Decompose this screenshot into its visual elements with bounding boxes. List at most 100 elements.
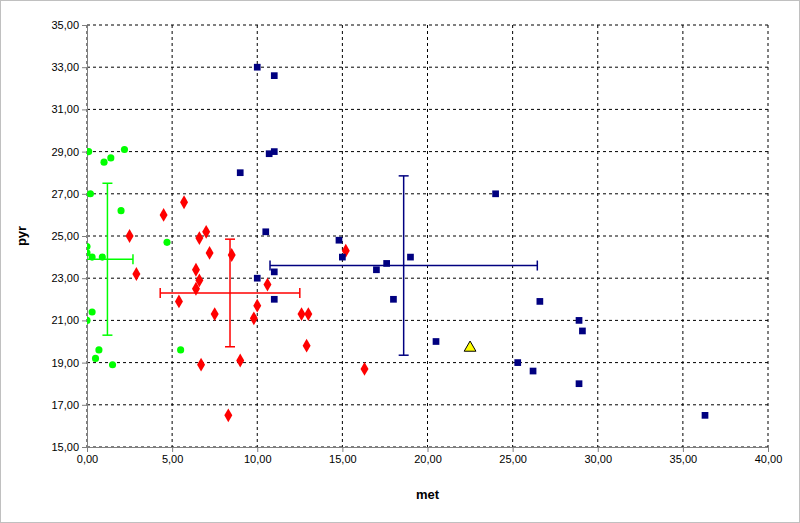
point xyxy=(339,254,346,261)
tick-mark xyxy=(82,25,87,26)
tick: 20,00 xyxy=(414,447,442,465)
tick-label: 27,00 xyxy=(51,188,79,200)
tick-label: 21,00 xyxy=(51,314,79,326)
tick-mark xyxy=(598,447,599,452)
point xyxy=(464,341,476,351)
tick-mark xyxy=(82,447,87,448)
point xyxy=(514,359,521,366)
point xyxy=(109,361,116,368)
tick: 5,00 xyxy=(162,447,183,465)
point xyxy=(228,248,236,262)
grid-line xyxy=(87,109,768,110)
point xyxy=(373,266,380,273)
point xyxy=(298,307,306,321)
tick-mark xyxy=(342,447,343,452)
point xyxy=(175,295,183,309)
tick-mark xyxy=(82,236,87,237)
point xyxy=(254,275,261,282)
y-error-cap xyxy=(102,183,112,185)
tick: 35,00 xyxy=(51,19,87,31)
tick: 31,00 xyxy=(51,103,87,115)
x-error-cap xyxy=(159,288,161,298)
tick: 15,00 xyxy=(51,441,87,453)
point xyxy=(206,246,214,260)
tick-mark xyxy=(82,405,87,406)
x-axis-title: met xyxy=(416,487,440,502)
grid-line xyxy=(87,404,768,405)
grid-line xyxy=(87,236,768,237)
tick-label: 20,00 xyxy=(414,453,442,465)
grid-line xyxy=(87,362,768,363)
point xyxy=(271,269,278,276)
tick-label: 40,00 xyxy=(755,453,783,465)
point xyxy=(160,208,168,222)
point xyxy=(177,346,184,353)
tick-label: 31,00 xyxy=(51,103,79,115)
x-axis: 0,005,0010,0015,0020,0025,0030,0035,0040… xyxy=(77,447,782,465)
tick: 25,00 xyxy=(499,447,527,465)
point xyxy=(530,368,537,375)
point xyxy=(121,146,128,153)
point xyxy=(407,254,414,261)
point xyxy=(262,228,269,235)
tick: 17,00 xyxy=(51,399,87,411)
tick-mark xyxy=(82,109,87,110)
y-error-bar xyxy=(229,239,231,347)
tick-label: 30,00 xyxy=(584,453,612,465)
tick-mark xyxy=(257,447,258,452)
tick: 21,00 xyxy=(51,314,87,326)
point xyxy=(107,154,114,161)
point xyxy=(197,358,205,372)
point xyxy=(89,308,96,315)
tick: 19,00 xyxy=(51,357,87,369)
point xyxy=(271,72,278,79)
grid-line xyxy=(342,25,343,447)
plot: 0,005,0010,0015,0020,0025,0030,0035,0040… xyxy=(51,19,782,465)
error-bar xyxy=(87,183,133,335)
point xyxy=(87,148,92,155)
tick: 29,00 xyxy=(51,146,87,158)
error-bar xyxy=(160,239,300,347)
tick-mark xyxy=(82,320,87,321)
y-axis-title: pyr xyxy=(14,226,29,246)
point xyxy=(92,355,99,362)
tick-label: 19,00 xyxy=(51,357,79,369)
tick-mark xyxy=(768,447,769,452)
tick-label: 15,00 xyxy=(329,453,357,465)
tick-label: 33,00 xyxy=(51,61,79,73)
tick-mark xyxy=(82,278,87,279)
tick-label: 25,00 xyxy=(499,453,527,465)
tick-mark xyxy=(683,447,684,452)
series xyxy=(126,195,369,422)
point xyxy=(163,239,170,246)
point xyxy=(126,229,134,243)
y-error-cap xyxy=(399,175,409,177)
series xyxy=(87,146,184,368)
grid-line xyxy=(87,67,768,68)
tick: 35,00 xyxy=(670,447,698,465)
point xyxy=(195,231,203,245)
chart: 0,005,0010,0015,0020,0025,0030,0035,0040… xyxy=(0,0,800,523)
grid-line xyxy=(87,151,768,152)
point xyxy=(702,412,709,419)
axis-line xyxy=(88,448,769,453)
point xyxy=(202,225,210,239)
tick: 27,00 xyxy=(51,188,87,200)
tick-mark xyxy=(82,194,87,195)
grid-line xyxy=(87,193,768,194)
point xyxy=(271,148,278,155)
point xyxy=(117,207,124,214)
point xyxy=(87,190,94,197)
point xyxy=(576,380,583,387)
tick-label: 29,00 xyxy=(51,146,79,158)
tick-label: 35,00 xyxy=(51,19,79,31)
point xyxy=(304,307,312,321)
point xyxy=(250,311,258,325)
tick: 10,00 xyxy=(244,447,272,465)
point xyxy=(95,346,102,353)
tick-label: 5,00 xyxy=(162,453,183,465)
point xyxy=(390,296,397,303)
point xyxy=(87,317,91,324)
tick: 15,00 xyxy=(329,447,357,465)
point xyxy=(336,237,343,244)
